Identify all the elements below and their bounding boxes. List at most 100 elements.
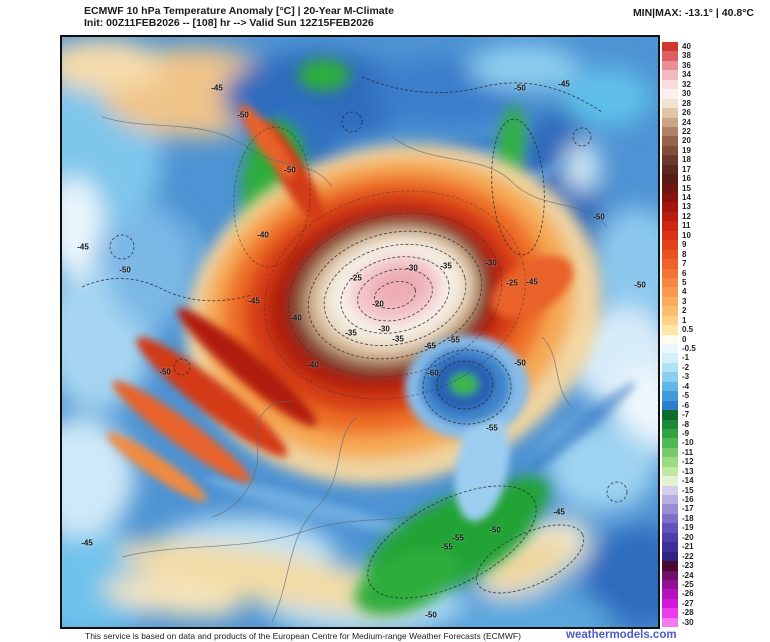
- colorbar-label: 18: [682, 155, 691, 165]
- footer-attribution: This service is based on data and produc…: [85, 631, 521, 641]
- colorbar-swatch: [662, 344, 678, 354]
- colorbar-row: -19: [662, 523, 732, 533]
- colorbar-swatch: [662, 79, 678, 90]
- colorbar-label: -20: [682, 532, 694, 542]
- colorbar-label: 17: [682, 164, 691, 174]
- colorbar-row: 13: [662, 202, 732, 212]
- colorbar-label: -2: [682, 362, 690, 372]
- colorbar-label: 13: [682, 202, 691, 212]
- minmax-label: MIN|MAX: -13.1° | 40.8°C: [632, 7, 754, 19]
- coastlines: [101, 116, 608, 623]
- colorbar-swatch: [662, 381, 678, 392]
- colorbar-row: 32: [662, 79, 732, 90]
- colorbar-swatch: [662, 579, 678, 590]
- colorbar-row: -10: [662, 438, 732, 448]
- colorbar-row: -9: [662, 428, 732, 439]
- map-title-block: ECMWF 10 hPa Temperature Anomaly [°C] | …: [84, 5, 394, 29]
- colorbar-label: 8: [682, 249, 687, 259]
- cold-anomaly-green-patches: [237, 59, 550, 616]
- colorbar-label: -4: [682, 381, 690, 391]
- colorbar-swatch: [662, 230, 678, 241]
- colorbar-label: -23: [682, 561, 694, 571]
- colorbar-swatch: [662, 325, 678, 335]
- colorbar-swatch: [662, 60, 678, 71]
- colorbar-label: -11: [682, 447, 694, 457]
- colorbar-row: 6: [662, 268, 732, 278]
- anomaly-map-graphic: [62, 37, 658, 627]
- colorbar-row: -24: [662, 570, 732, 580]
- colorbar-label: 7: [682, 259, 687, 269]
- colorbar-row: 18: [662, 155, 732, 165]
- colorbar-row: 10: [662, 230, 732, 241]
- colorbar-label: -5: [682, 391, 690, 401]
- colorbar-row: -8: [662, 419, 732, 429]
- colorbar-label: -12: [682, 457, 694, 467]
- colorbar-row: -1: [662, 353, 732, 363]
- footer-brand-link[interactable]: weathermodels.com: [566, 629, 677, 641]
- colorbar-swatch: [662, 476, 678, 486]
- colorbar-row: 36: [662, 60, 732, 71]
- colorbar-label: 38: [682, 51, 691, 61]
- colorbar-label: 19: [682, 145, 691, 155]
- colorbar-row: 0.5: [662, 325, 732, 335]
- colorbar-row: -6: [662, 400, 732, 411]
- colorbar-swatch: [662, 561, 678, 571]
- colorbar-swatch: [662, 249, 678, 260]
- colorbar-row: -21: [662, 542, 732, 552]
- colorbar-label: -14: [682, 476, 694, 486]
- colorbar-swatch: [662, 589, 678, 599]
- colorbar-swatch: [662, 268, 678, 278]
- colorbar-row: 15: [662, 183, 732, 193]
- colorbar-row: 16: [662, 174, 732, 184]
- colorbar-label: 15: [682, 183, 691, 193]
- colorbar-label: -16: [682, 495, 694, 504]
- colorbar-swatch: [662, 353, 678, 363]
- colorbar-label: 9: [682, 240, 687, 250]
- colorbar-swatch: [662, 277, 678, 288]
- colorbar-row: -16: [662, 495, 732, 505]
- colorbar-row: 38: [662, 51, 732, 61]
- colorbar-swatch: [662, 504, 678, 514]
- colorbar-label: -0.5: [682, 344, 696, 353]
- colorbar-label: -3: [682, 372, 690, 382]
- colorbar-label: 4: [682, 287, 687, 297]
- colorbar-row: 2: [662, 306, 732, 316]
- colorbar-row: -4: [662, 381, 732, 392]
- colorbar-swatch: [662, 193, 678, 203]
- colorbar-swatch: [662, 306, 678, 316]
- colorbar-label: -25: [682, 579, 694, 589]
- colorbar-swatch: [662, 117, 678, 127]
- colorbar-label: 26: [682, 108, 691, 118]
- colorbar-label: 36: [682, 60, 691, 70]
- colorbar-swatch: [662, 240, 678, 250]
- colorbar-swatch: [662, 259, 678, 269]
- colorbar-swatch: [662, 570, 678, 580]
- colorbar-row: -22: [662, 551, 732, 562]
- colorbar-label: -21: [682, 542, 694, 552]
- colorbar-swatch: [662, 211, 678, 222]
- colorbar-row: 14: [662, 193, 732, 203]
- map-title: ECMWF 10 hPa Temperature Anomaly [°C] | …: [84, 5, 394, 17]
- colorbar-swatch: [662, 428, 678, 439]
- colorbar-swatch: [662, 174, 678, 184]
- colorbar-row: 19: [662, 145, 732, 156]
- colorbar-swatch: [662, 466, 678, 477]
- colorbar-label: -22: [682, 551, 694, 561]
- colorbar-label: -27: [682, 598, 694, 608]
- colorbar-swatch: [662, 51, 678, 61]
- colorbar-row: -12: [662, 457, 732, 467]
- colorbar-row: -11: [662, 447, 732, 458]
- colorbar-swatch: [662, 315, 678, 326]
- colorbar-swatch: [662, 391, 678, 401]
- colorbar-label: 20: [682, 136, 691, 146]
- colorbar-row: -0.5: [662, 344, 732, 354]
- colorbar-row: 34: [662, 70, 732, 80]
- colorbar-swatch: [662, 617, 678, 628]
- colorbar-row: -14: [662, 476, 732, 486]
- colorbar-row: 12: [662, 211, 732, 222]
- colorbar-swatch: [662, 136, 678, 146]
- colorbar-swatch: [662, 296, 678, 307]
- colorbar-swatch: [662, 108, 678, 118]
- colorbar-label: -18: [682, 513, 694, 523]
